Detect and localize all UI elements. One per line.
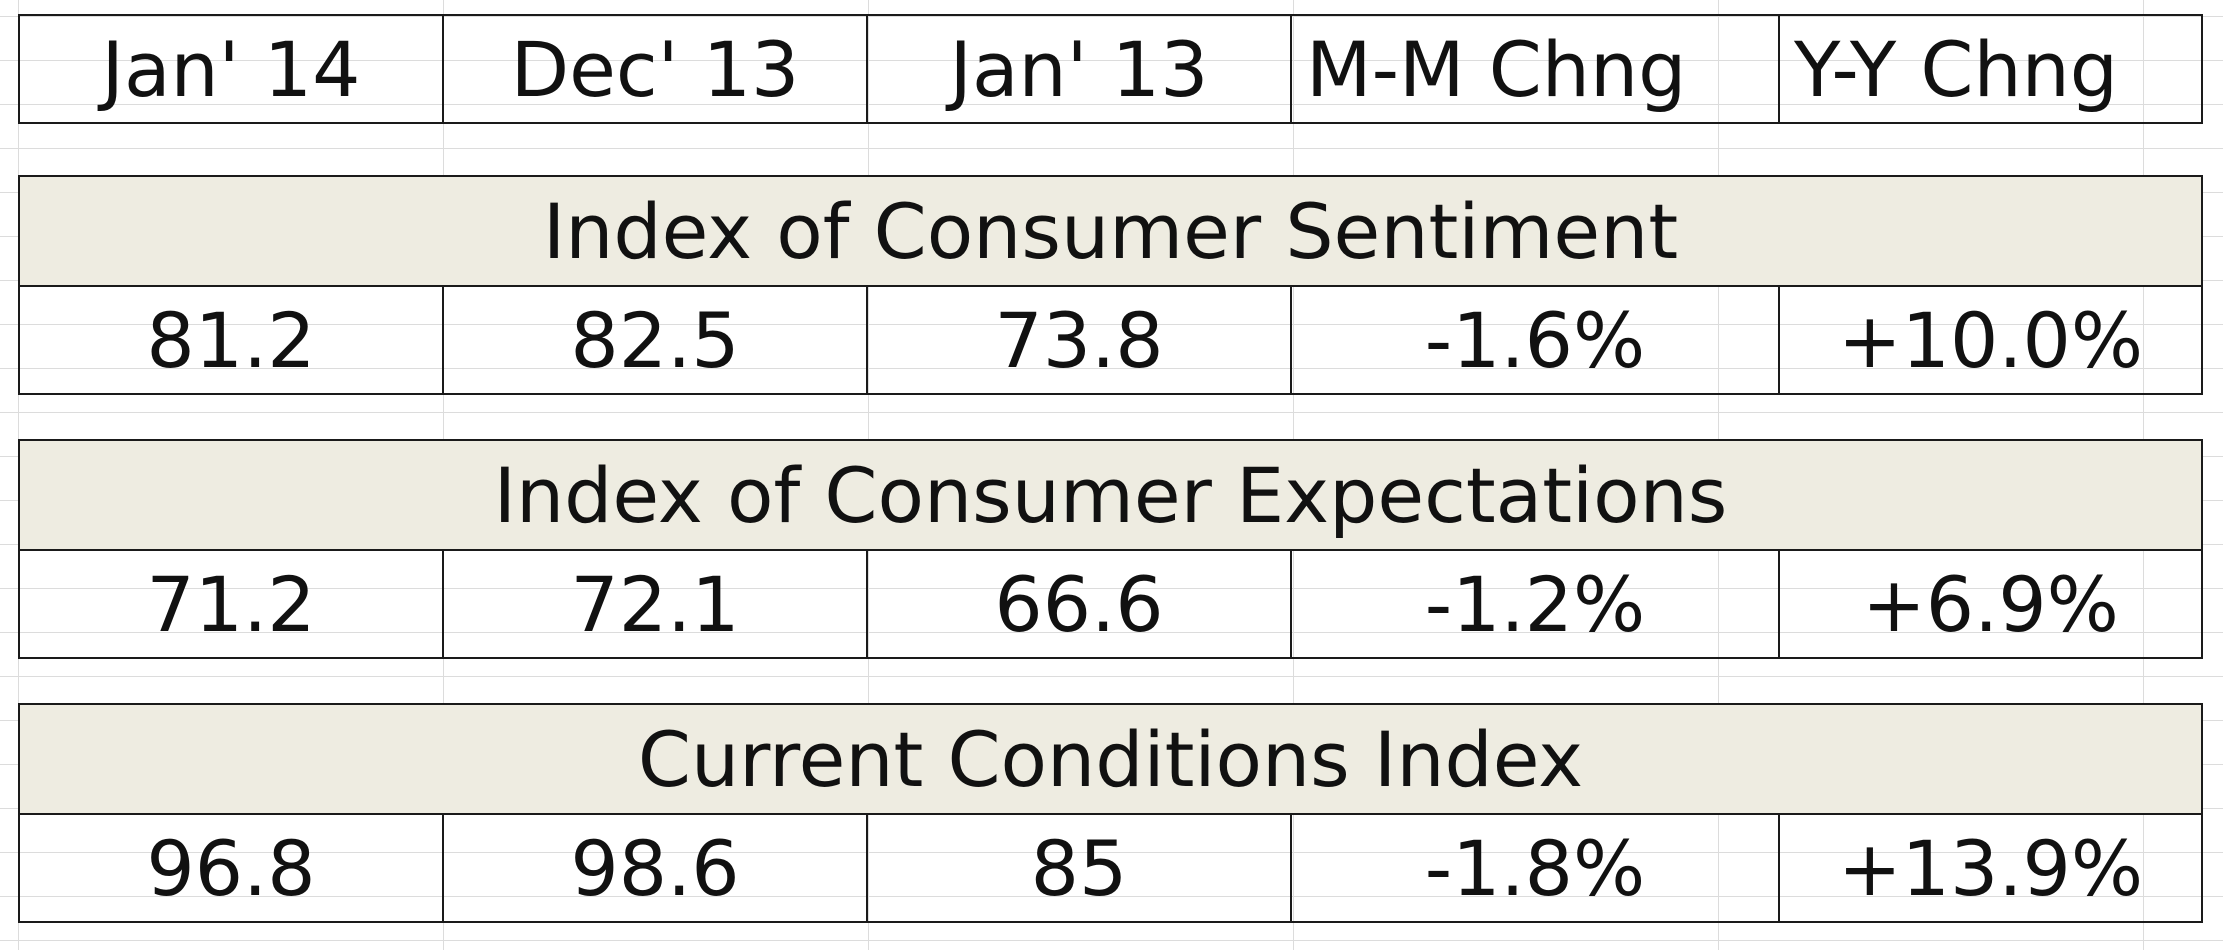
section-current-conditions: Current Conditions Index 96.8 98.6 85 -1…	[18, 703, 2203, 923]
value-mm-change[interactable]: -1.6%	[1292, 287, 1780, 393]
value-mm-change[interactable]: -1.2%	[1292, 551, 1780, 657]
value-dec13[interactable]: 72.1	[444, 551, 868, 657]
value-dec13[interactable]: 98.6	[444, 815, 868, 921]
header-dec13[interactable]: Dec' 13	[444, 16, 868, 122]
header-jan14[interactable]: Jan' 14	[20, 16, 444, 122]
value-yy-change[interactable]: +13.9%	[1780, 815, 2203, 921]
value-dec13[interactable]: 82.5	[444, 287, 868, 393]
header-block: Jan' 14 Dec' 13 Jan' 13 M-M Chng Y-Y Chn…	[18, 14, 2203, 124]
value-jan13[interactable]: 85	[868, 815, 1292, 921]
header-row: Jan' 14 Dec' 13 Jan' 13 M-M Chng Y-Y Chn…	[18, 14, 2203, 124]
header-jan13[interactable]: Jan' 13	[868, 16, 1292, 122]
section-title[interactable]: Index of Consumer Expectations	[18, 439, 2203, 549]
header-mm-change[interactable]: M-M Chng	[1292, 16, 1780, 122]
table-row: 71.2 72.1 66.6 -1.2% +6.9%	[18, 549, 2203, 659]
value-jan13[interactable]: 73.8	[868, 287, 1292, 393]
section-consumer-sentiment: Index of Consumer Sentiment 81.2 82.5 73…	[18, 175, 2203, 395]
value-jan14[interactable]: 71.2	[20, 551, 444, 657]
value-jan14[interactable]: 81.2	[20, 287, 444, 393]
table-row: 81.2 82.5 73.8 -1.6% +10.0%	[18, 285, 2203, 395]
header-yy-change[interactable]: Y-Y Chng	[1780, 16, 2203, 122]
section-title[interactable]: Index of Consumer Sentiment	[18, 175, 2203, 285]
value-mm-change[interactable]: -1.8%	[1292, 815, 1780, 921]
section-consumer-expectations: Index of Consumer Expectations 71.2 72.1…	[18, 439, 2203, 659]
section-title[interactable]: Current Conditions Index	[18, 703, 2203, 813]
value-yy-change[interactable]: +10.0%	[1780, 287, 2203, 393]
value-yy-change[interactable]: +6.9%	[1780, 551, 2203, 657]
value-jan14[interactable]: 96.8	[20, 815, 444, 921]
table-row: 96.8 98.6 85 -1.8% +13.9%	[18, 813, 2203, 923]
value-jan13[interactable]: 66.6	[868, 551, 1292, 657]
